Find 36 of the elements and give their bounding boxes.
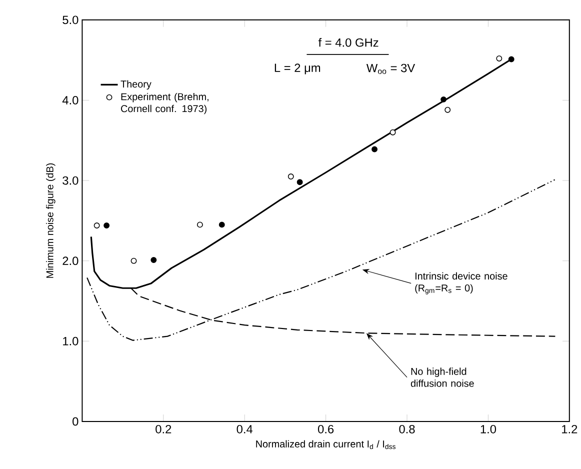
annotation: f = 4.0 GHz xyxy=(318,38,378,47)
annotation: Intrinsic device noise (R$_{gm}$=R$_{s}$ = 0) xyxy=(415,272,508,294)
x-tick-label: 0.2 xyxy=(156,424,172,434)
y-tick-label: 2.0 xyxy=(62,256,78,265)
point xyxy=(150,256,157,263)
annotation: No high-field diffusion noise xyxy=(410,368,474,387)
legend-label: Experiment (Brehm, Cornell conf. 1973) xyxy=(121,92,208,114)
annotation: W$_{oo}$ = 3V xyxy=(366,64,416,74)
point xyxy=(296,179,303,185)
y-tick-label: 5.0 xyxy=(62,16,78,24)
x-tick-label: 0.4 xyxy=(236,424,253,434)
point xyxy=(130,258,137,264)
y-tick-label: 3.0 xyxy=(62,176,78,185)
point xyxy=(196,222,203,228)
y-tick-label: 1.0 xyxy=(63,336,78,346)
legend-label: Theory xyxy=(120,80,152,90)
point xyxy=(104,222,110,228)
y-axis-title: Minimum noise figure (dB) xyxy=(46,163,56,278)
x-tick-label: 0.8 xyxy=(399,424,415,434)
x-tick-label: 0.6 xyxy=(318,424,334,434)
point xyxy=(218,222,225,228)
point xyxy=(94,222,100,228)
point xyxy=(444,106,451,113)
point xyxy=(288,173,294,180)
x-axis-title: Normalized drain current I$_{d}$ / I$_{dss}$ xyxy=(256,440,396,449)
annotation: L = 2 μm xyxy=(274,63,320,74)
point xyxy=(508,56,514,62)
y-tick-label: 0 xyxy=(72,417,78,426)
point xyxy=(440,96,447,102)
point xyxy=(372,146,378,152)
line-series xyxy=(86,179,556,341)
y-tick-label: 4.0 xyxy=(62,96,78,104)
x-tick-label: 1.0 xyxy=(480,424,496,434)
point xyxy=(390,129,396,136)
x-tick-label: 1.2 xyxy=(562,424,578,434)
point xyxy=(496,55,502,62)
